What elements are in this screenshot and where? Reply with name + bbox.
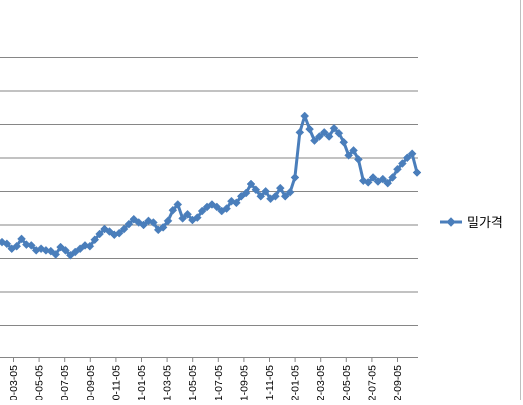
data-point-marker (114, 228, 124, 238)
data-point-marker (148, 218, 158, 227)
data-point-marker (124, 219, 134, 229)
data-point-marker (95, 229, 105, 239)
x-tick-label: 2020-03-05 (8, 365, 20, 400)
x-tick-label: 2022-07-05 (366, 365, 378, 400)
data-point-marker (36, 244, 46, 254)
data-point-marker (349, 146, 358, 155)
x-tick-label: 2021-03-05 (162, 365, 174, 400)
data-point-marker (212, 202, 222, 212)
data-point-marker (358, 176, 368, 186)
x-tick-label: 2021-01-05 (136, 365, 148, 400)
data-point-marker (319, 128, 329, 137)
data-point-marker (275, 183, 285, 193)
x-tick-label: 2022-01-05 (290, 365, 302, 400)
data-point-marker (402, 153, 412, 163)
data-point-marker (246, 179, 256, 189)
x-axis: 2020-03-05 2020-05-05 2020-07-05 2020-09-05… (0, 357, 418, 405)
data-point-marker (285, 187, 295, 197)
data-point-marker (46, 246, 56, 256)
data-point-marker (12, 241, 22, 251)
data-point-marker (271, 191, 280, 201)
x-tick-label: 2022-03-05 (315, 365, 327, 400)
data-point-marker (51, 250, 61, 259)
data-point-marker (197, 206, 207, 216)
data-point-marker (144, 216, 153, 226)
x-tick-label: 2020-05-05 (34, 365, 46, 400)
data-point-marker (139, 220, 148, 230)
x-tick-label: 2021-09-05 (238, 365, 250, 400)
data-point-marker (2, 239, 12, 249)
data-point-marker (85, 241, 95, 251)
data-point-marker (231, 198, 241, 208)
data-point-marker (0, 237, 7, 247)
data-point-marker (22, 240, 31, 249)
data-point-marker (251, 185, 261, 195)
data-point-marker (329, 123, 339, 133)
data-point-marker (368, 173, 378, 182)
data-point-marker (339, 137, 349, 147)
data-point-marker (241, 188, 251, 198)
data-point-marker (324, 132, 334, 141)
data-point-marker (295, 128, 305, 137)
legend-label: 밀가격 (467, 215, 503, 230)
data-point-marker (412, 168, 422, 177)
legend-marker-diamond-icon (446, 217, 456, 227)
data-point-marker (158, 223, 168, 232)
x-tick-label: 2021-07-05 (213, 365, 225, 400)
data-point-marker (163, 216, 173, 226)
data-point-marker (344, 150, 354, 160)
data-point-marker (305, 124, 314, 134)
data-point-marker (256, 191, 266, 201)
data-point-marker (222, 204, 231, 213)
data-point-marker (393, 164, 402, 174)
legend: 밀가격 (440, 215, 503, 230)
x-tick-label: 2021-05-05 (187, 365, 199, 400)
data-point-marker (119, 224, 129, 234)
data-point-marker (178, 214, 188, 223)
data-point-marker (173, 200, 183, 209)
data-point-marker (354, 155, 363, 164)
data-point-marker (261, 187, 271, 196)
data-point-marker (300, 111, 310, 121)
x-tick-label: 2020-11-05 (110, 365, 122, 400)
data-point-marker (183, 209, 192, 219)
data-point-marker (314, 132, 324, 141)
x-tick-label: 2021-11-05 (264, 365, 276, 400)
data-point-marker (310, 136, 319, 145)
data-point-marker (227, 196, 236, 206)
x-tick-label: 2022-09-05 (392, 365, 404, 400)
data-point-marker (378, 174, 388, 184)
data-point-marker (17, 234, 26, 244)
x-tick-label: 2020-09-05 (85, 365, 97, 400)
gridlines (0, 57, 418, 326)
series-layer (0, 111, 422, 260)
data-point-marker (41, 245, 51, 255)
data-point-marker (129, 214, 139, 224)
series-line (1, 114, 419, 257)
data-point-marker (334, 128, 344, 138)
data-point-marker (56, 242, 65, 252)
data-point-marker (61, 245, 70, 255)
data-point-marker (280, 191, 290, 201)
data-point-marker (80, 241, 90, 250)
data-point-marker (105, 227, 114, 236)
data-point-marker (407, 149, 417, 159)
data-point-marker (26, 241, 36, 250)
x-tick-label: 2022-05-05 (341, 365, 353, 400)
data-point-marker (388, 173, 397, 182)
data-point-marker (397, 159, 407, 168)
x-tick-label: 2020-07-05 (59, 365, 71, 400)
data-point-marker (290, 173, 300, 182)
data-point-marker (363, 178, 373, 187)
data-point-marker (90, 235, 100, 245)
data-point-marker (383, 178, 393, 188)
data-point-marker (192, 213, 202, 222)
data-point-marker (168, 205, 178, 215)
